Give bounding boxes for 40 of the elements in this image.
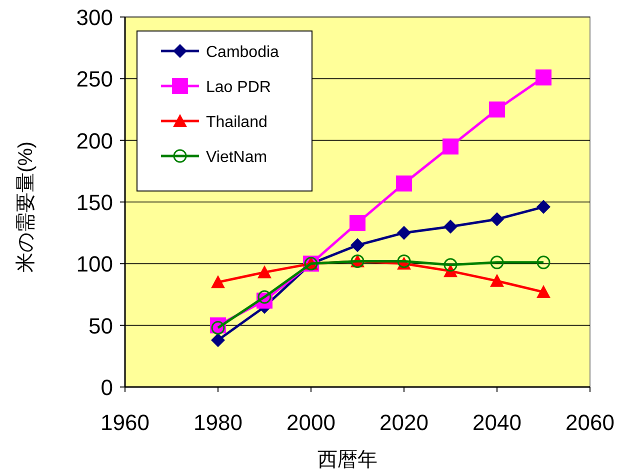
point	[536, 285, 550, 298]
point	[444, 220, 458, 234]
point	[490, 256, 504, 270]
y-axis-title: 米の需要量(%)	[15, 141, 37, 273]
y-tick-label: 150	[76, 190, 113, 215]
point	[397, 254, 411, 268]
point	[397, 226, 411, 240]
point	[258, 290, 272, 304]
legend-label: Thailand	[206, 114, 268, 131]
y-tick-label: 200	[76, 128, 113, 154]
legend-label: VietNam	[206, 149, 268, 166]
x-tick-label: 1980	[194, 410, 242, 435]
x-tick-label: 1960	[100, 410, 150, 435]
point	[442, 138, 458, 154]
point	[489, 102, 505, 118]
point	[350, 238, 364, 252]
point	[258, 265, 272, 278]
y-tick-label: 100	[76, 252, 113, 277]
point	[490, 212, 504, 226]
point	[536, 69, 552, 86]
legend-label: Lao PDR	[206, 79, 271, 96]
point	[396, 176, 412, 192]
x-tick-label: 2060	[566, 410, 614, 435]
point	[211, 275, 225, 288]
legend-label: Cambodia	[206, 44, 280, 61]
point	[350, 214, 366, 231]
x-axis-title: 西暦年	[318, 449, 378, 470]
x-tick-label: 2000	[286, 410, 336, 435]
y-tick-label: 250	[76, 66, 113, 92]
point	[536, 200, 550, 214]
y-tick-label: 0	[100, 375, 113, 400]
x-tick-label: 2040	[472, 410, 522, 435]
y-tick-label: 300	[76, 5, 113, 30]
point	[444, 258, 458, 272]
x-tick-label: 2020	[380, 410, 428, 435]
y-tick-label: 50	[88, 313, 113, 338]
point	[490, 274, 504, 287]
point	[536, 256, 550, 270]
point	[211, 333, 225, 348]
point	[211, 321, 225, 335]
